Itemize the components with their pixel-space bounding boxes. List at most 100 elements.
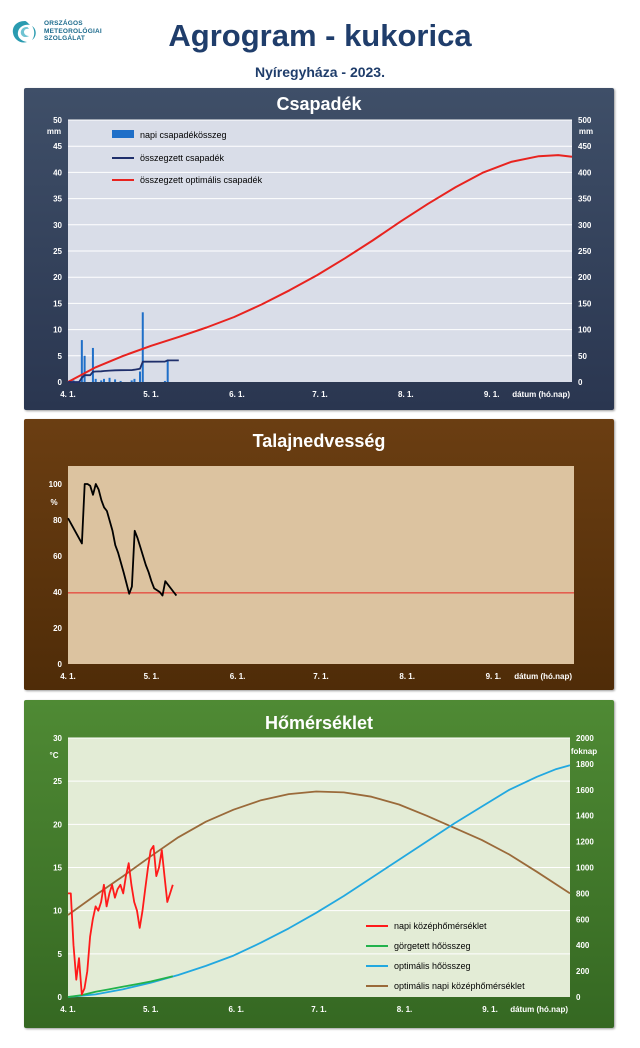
x-tick-label: 9. 1. (484, 390, 500, 399)
y-right-tick-label: 200 (576, 967, 590, 976)
x-tick-label: 6. 1. (228, 1005, 244, 1014)
precip-daily-bar (163, 380, 166, 382)
logo-line-1: ORSZÁGOS (44, 20, 83, 27)
chart-title: Hőmérséklet (265, 713, 373, 733)
x-tick-label: 8. 1. (397, 1005, 413, 1014)
y-left-tick-label: 25 (53, 777, 62, 786)
chart-title: Csapadék (276, 94, 362, 114)
y-right-tick-label: 1600 (576, 786, 594, 795)
y-left-unit: % (50, 498, 57, 507)
y-left-tick-label: 0 (58, 660, 63, 669)
legend-label: napi középhőmérséklet (394, 921, 487, 931)
legend-label: összegzett optimális csapadék (140, 175, 263, 185)
logo-line-3: SZOLGÁLAT (44, 35, 86, 42)
y-right-tick-label: 300 (578, 221, 592, 230)
precip-daily-bar (119, 380, 122, 382)
x-tick-label: 6. 1. (230, 672, 246, 681)
precip-daily-bar (141, 312, 144, 382)
temperature-chart: Hőmérséklet 0 5 10 15 20 25 30 °C 0 200 400 600 800 10… (50, 713, 598, 1014)
y-right-tick-label: 350 (578, 195, 592, 204)
x-tick-label: 8. 1. (399, 672, 415, 681)
precip-daily-bar (91, 347, 94, 382)
temp-optimal-daily-line (67, 790, 571, 916)
x-tick-label: 7. 1. (311, 1005, 327, 1014)
precipitation-chart: Csapadék 0 5 10 15 20 25 30 35 40 45 50 mm 0 50 100 150 2… (47, 94, 593, 399)
precip-daily-bar (133, 378, 136, 382)
legend-label: görgetett hőösszeg (394, 941, 471, 951)
soil-moisture-chart: Talajnedvesség 0 20 40 60 80 100% 4. 1. 5. 1. 6. … (49, 431, 574, 681)
page-title: Agrogram - kukorica (168, 18, 472, 53)
x-tick-label: 9. 1. (486, 672, 502, 681)
precip-daily-bar (166, 359, 169, 382)
y-right-tick-label: 400 (578, 168, 592, 177)
precip-daily-bar (108, 377, 111, 382)
y-left-unit: mm (47, 127, 61, 136)
y-left-tick-label: 100 (49, 480, 63, 489)
x-axis-label: dátum (hó.nap) (510, 1005, 568, 1014)
soil-moisture-panel: Talajnedvesség 0 20 40 60 80 100% 4. 1. 5. 1. 6. … (24, 419, 614, 690)
soil-moisture-line (67, 483, 178, 597)
y-right-tick-label: 2000 (576, 734, 594, 743)
page-subtitle: Nyíregyháza - 2023. (255, 64, 385, 80)
temperature-panel: Hőmérséklet 0 5 10 15 20 25 30 °C 0 200 400 600 800 10… (24, 700, 614, 1028)
precip-daily-bar (139, 371, 141, 382)
y-left-tick-label: 40 (53, 588, 62, 597)
x-tick-label: 5. 1. (143, 390, 159, 399)
y-left-tick-label: 45 (53, 142, 62, 151)
y-left-tick-label: 10 (53, 326, 62, 335)
y-right-tick-label: 0 (576, 993, 581, 1002)
y-left-tick-label: 30 (53, 734, 62, 743)
x-tick-label: 4. 1. (60, 672, 76, 681)
legend-label: optimális napi középhőmérséklet (394, 981, 525, 991)
legend-label: összegzett csapadék (140, 153, 225, 163)
y-left-tick-label: 0 (58, 378, 63, 387)
y-right-tick-label: 50 (578, 352, 587, 361)
y-left-tick-label: 5 (58, 352, 63, 361)
y-right-tick-label: 400 (576, 941, 590, 950)
x-tick-label: 9. 1. (482, 1005, 498, 1014)
y-left-tick-label: 15 (53, 299, 62, 308)
y-right-tick-label: 1200 (576, 838, 594, 847)
y-right-tick-label: 100 (578, 326, 592, 335)
x-axis-label: dátum (hó.nap) (512, 390, 570, 399)
y-left-tick-label: 40 (53, 168, 62, 177)
y-left-tick-label: 25 (53, 247, 62, 256)
y-right-tick-label: 1000 (576, 864, 594, 873)
y-left-tick-label: 20 (53, 273, 62, 282)
y-right-tick-label: 500 (578, 116, 592, 125)
y-left-unit: °C (50, 751, 59, 760)
y-left-tick-label: 15 (53, 864, 62, 873)
y-left-tick-label: 20 (53, 820, 62, 829)
precip-optimal-cumulative-line (67, 154, 573, 383)
y-left-tick-label: 5 (58, 950, 63, 959)
y-left-tick-label: 35 (53, 195, 62, 204)
y-left-tick-label: 30 (53, 221, 62, 230)
y-left-tick-label: 10 (53, 907, 62, 916)
precip-daily-bar (130, 380, 133, 382)
y-left-tick-label: 60 (53, 552, 62, 561)
y-right-tick-label: 600 (576, 915, 590, 924)
x-tick-label: 4. 1. (60, 1005, 76, 1014)
y-right-tick-label: 450 (578, 142, 592, 151)
temp-rolling-gdd-line (67, 975, 174, 998)
temp-daily-mean-line (68, 845, 174, 996)
y-right-tick-label: 0 (578, 378, 583, 387)
legend-label: optimális hőösszeg (394, 961, 471, 971)
precip-daily-bar (103, 378, 105, 382)
y-right-tick-label: 200 (578, 273, 592, 282)
page-header: ORSZÁGOS METEOROLÓGIAI SZOLGÁLAT Agrogra… (0, 0, 640, 86)
x-tick-label: 7. 1. (312, 390, 328, 399)
x-tick-label: 7. 1. (313, 672, 329, 681)
precip-daily-bar (80, 340, 83, 382)
x-tick-label: 6. 1. (229, 390, 245, 399)
plot-area (68, 466, 574, 664)
x-tick-label: 4. 1. (60, 390, 76, 399)
temp-optimal-gdd-line (67, 764, 571, 998)
logo-swirl-icon (12, 21, 36, 43)
y-right-tick-label: 800 (576, 889, 590, 898)
y-right-unit: mm (579, 127, 593, 136)
y-left-tick-label: 80 (53, 516, 62, 525)
precip-daily-bar (94, 378, 97, 382)
precip-daily-bar (83, 355, 86, 382)
precip-cumulative-line (68, 359, 179, 383)
